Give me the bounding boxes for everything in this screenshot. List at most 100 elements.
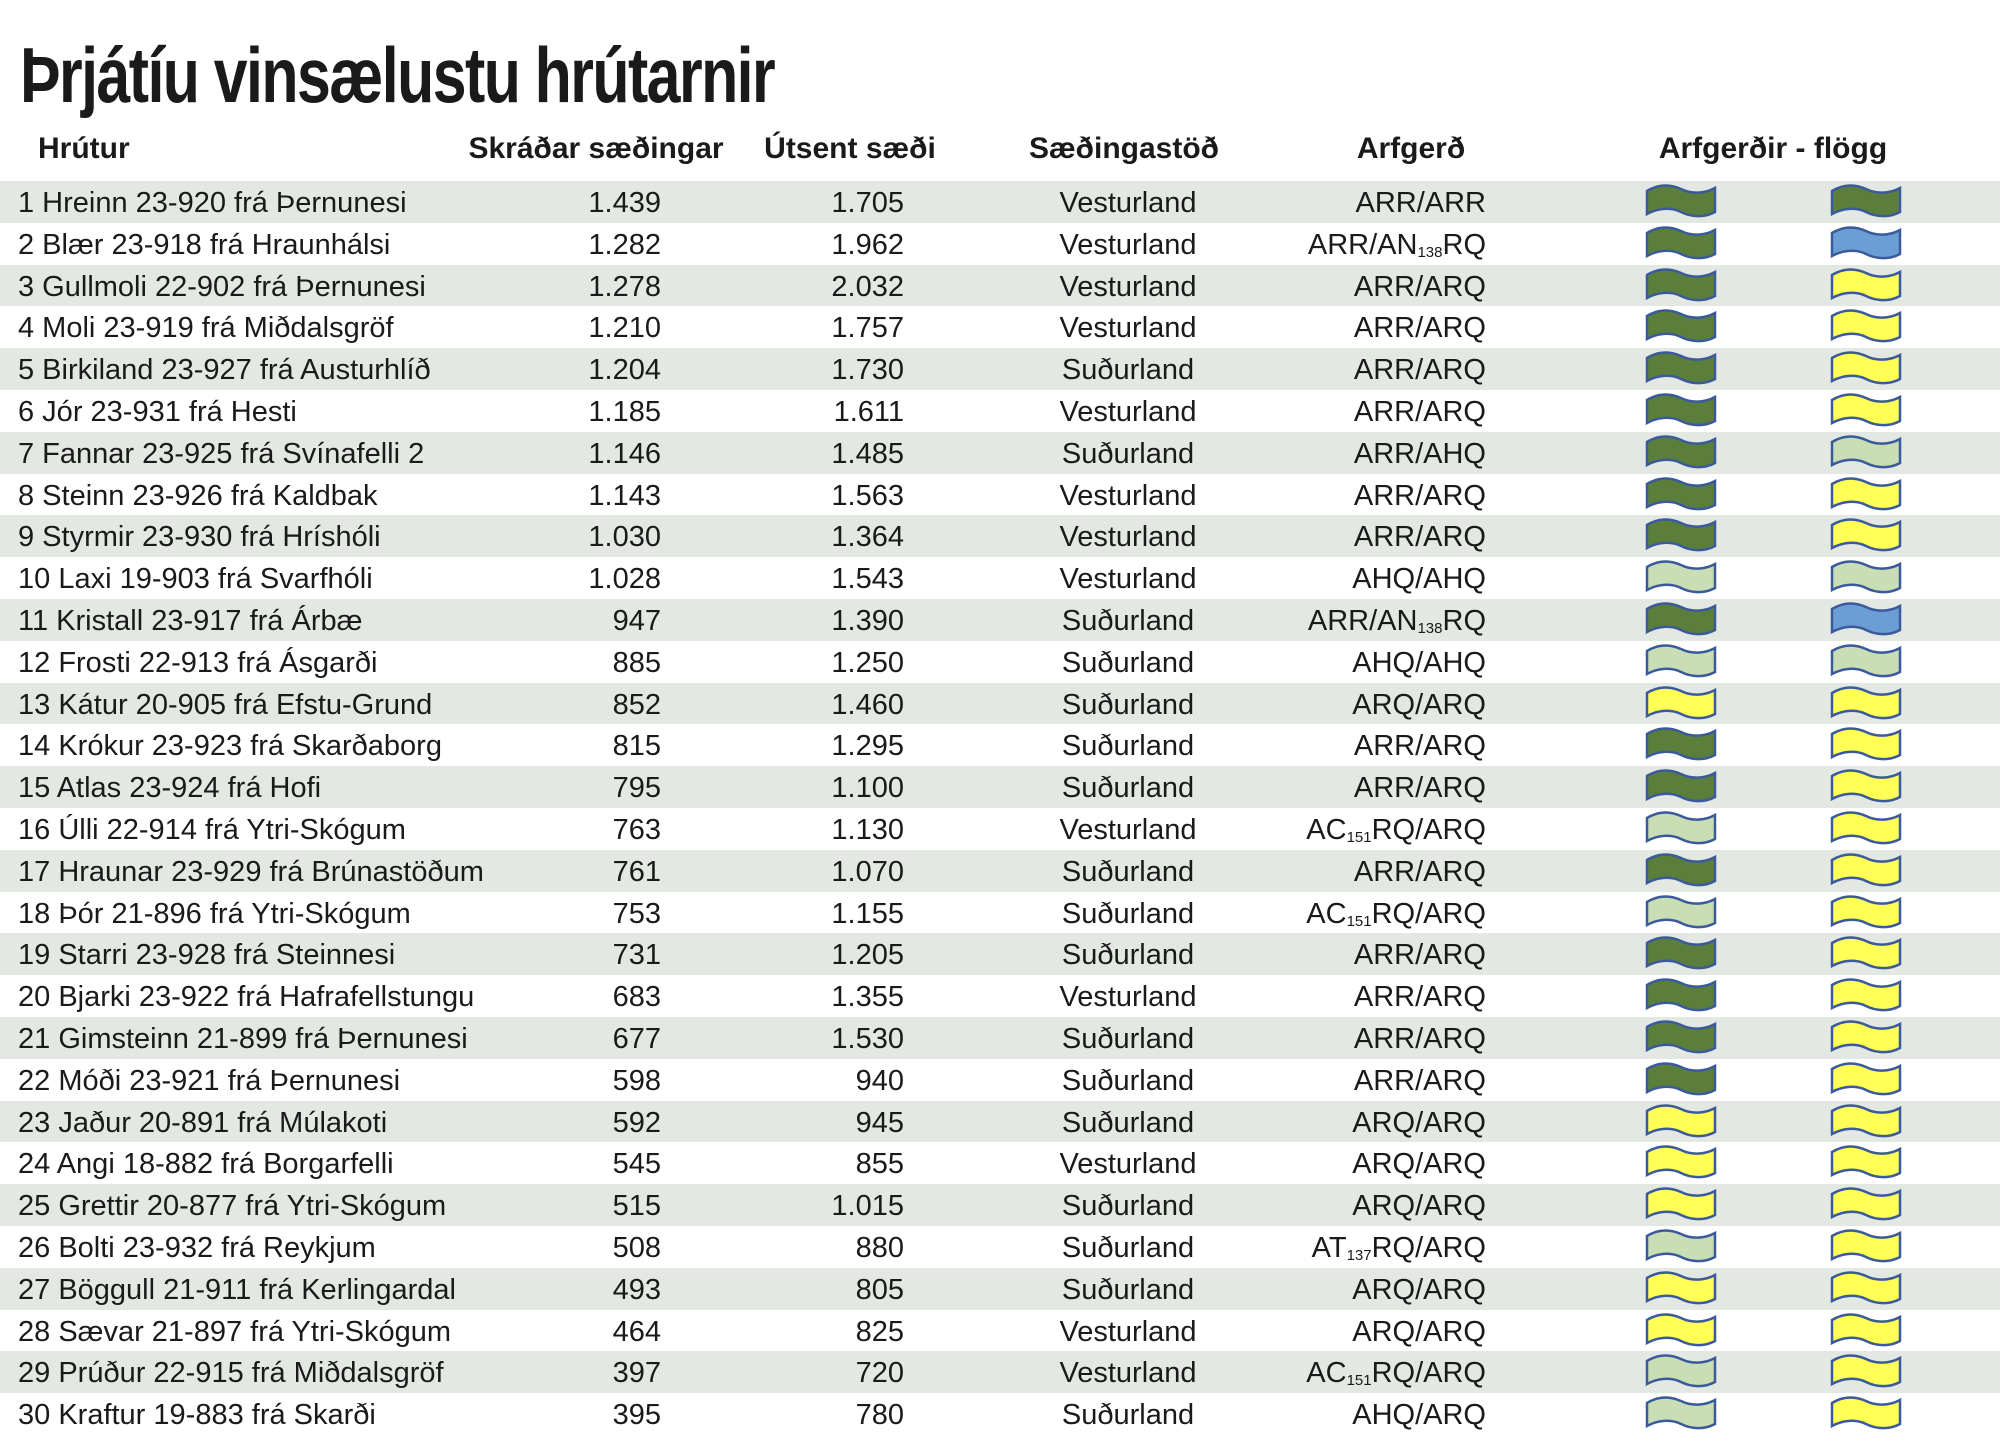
genotype-flag-icon-2 (1830, 894, 1902, 928)
genotype-flag-icon-1 (1645, 1020, 1717, 1054)
genotype-flag-icon-1 (1645, 685, 1717, 719)
station-name: Suðurland (1061, 1106, 1195, 1139)
ram-name: 4 Moli 23-919 frá Miðdalsgröf (18, 312, 394, 345)
table-row: 17 Hraunar 23-929 frá Brúnastöðum 761 1.07… (0, 849, 2000, 892)
sent-count: 1.205 (831, 939, 904, 972)
genotype-flag-icon-1 (1645, 853, 1717, 887)
genotype-flag-icon-1 (1645, 518, 1717, 552)
table-row: 21 Gimsteinn 21-899 frá Þernunesi 677 1.53… (0, 1017, 2000, 1059)
genotype-flag-icon-1 (1645, 226, 1717, 260)
genotype: ARR/ARQ (1353, 772, 1486, 805)
genotype-flag-icon-2 (1830, 978, 1902, 1012)
genotype-flag-icon-2 (1830, 309, 1902, 343)
ram-name: 18 Þór 21-896 frá Ytri-Skógum (18, 897, 411, 930)
genotype: ARR/AN138RQ (1307, 605, 1486, 637)
registered-count: 795 (612, 772, 661, 805)
table-row: 23 Jaður 20-891 frá Múlakoti 592 945 Suðurl… (0, 1100, 2000, 1143)
sent-count: 1.485 (831, 437, 904, 470)
table-row: 29 Prúður 22-915 frá Miðdalsgröf 397 720 Ve… (0, 1351, 2000, 1394)
genotype: ARR/ARQ (1353, 1023, 1486, 1055)
ram-name: 29 Prúður 22-915 frá Miðdalsgröf (18, 1357, 444, 1390)
sent-count: 1.962 (831, 228, 904, 261)
table-row: 7 Fannar 23-925 frá Svínafelli 2 1.146 1.4… (0, 431, 2000, 474)
genotype-flag-icon-1 (1645, 435, 1717, 469)
registered-count: 1.030 (588, 521, 661, 554)
genotype-flag-icon-2 (1830, 560, 1902, 594)
table-row: 9 Styrmir 23-930 frá Hríshóli 1.030 1.364 V… (0, 515, 2000, 558)
station-name: Vesturland (1059, 187, 1197, 219)
genotype: ARR/ARQ (1353, 521, 1486, 554)
ram-name: 20 Bjarki 23-922 frá Hafrafellstungu (18, 981, 475, 1014)
table-row: 19 Starri 23-928 frá Steinnesi 731 1.205 Su… (0, 933, 2000, 976)
genotype: AHQ/AHQ (1352, 646, 1486, 679)
registered-count: 1.143 (588, 479, 661, 512)
sent-count: 1.757 (831, 312, 904, 345)
ram-name: 12 Frosti 22-913 frá Ásgarði (18, 646, 378, 679)
genotype: ARR/AN138RQ (1307, 228, 1486, 261)
ram-name: 11 Kristall 23-917 frá Árbæ (18, 605, 363, 637)
registered-count: 1.439 (588, 187, 661, 219)
genotype-flag-icon-1 (1645, 727, 1717, 761)
ram-name: 19 Starri 23-928 frá Steinnesi (18, 939, 396, 972)
registered-count: 1.146 (588, 437, 661, 470)
header-ram: Hrútur (38, 132, 130, 165)
ram-name: 8 Steinn 23-926 frá Kaldbak (18, 479, 378, 512)
genotype-flag-icon-2 (1830, 351, 1902, 385)
table-row: 15 Atlas 23-924 frá Hofi 795 1.100 Suðurlan… (0, 766, 2000, 808)
registered-count: 598 (612, 1064, 661, 1097)
genotype: ARQ/ARQ (1352, 1315, 1486, 1348)
genotype-flag-icon-1 (1645, 1354, 1717, 1388)
sent-count: 880 (855, 1232, 904, 1264)
sent-count: 1.530 (831, 1023, 904, 1055)
station-name: Suðurland (1061, 897, 1195, 930)
station-name: Vesturland (1059, 312, 1197, 345)
ram-name: 13 Kátur 20-905 frá Efstu-Grund (18, 688, 433, 721)
station-name: Suðurland (1061, 1023, 1195, 1055)
station-name: Vesturland (1059, 228, 1197, 261)
table-row: 14 Krókur 23-923 frá Skarðaborg 815 1.295 S… (0, 724, 2000, 766)
sent-count: 1.015 (831, 1190, 904, 1223)
sent-count: 1.460 (831, 688, 904, 721)
genotype-flag-icon-2 (1830, 1103, 1902, 1137)
station-name: Suðurland (1061, 646, 1195, 679)
table-row: 8 Steinn 23-926 frá Kaldbak 1.143 1.563 Ves… (0, 474, 2000, 516)
genotype: ARR/ARQ (1353, 270, 1486, 303)
registered-count: 1.185 (588, 396, 661, 428)
registered-count: 1.210 (588, 312, 661, 345)
station-name: Suðurland (1061, 939, 1195, 972)
table-row: 2 Blær 23-918 frá Hraunhálsi 1.282 1.962 Ve… (0, 223, 2000, 265)
genotype-flag-icon-2 (1830, 1396, 1902, 1430)
registered-count: 763 (612, 814, 661, 846)
header-station: Sæðingastöð (1028, 132, 1220, 165)
registered-count: 683 (612, 981, 661, 1014)
genotype-flag-icon-1 (1645, 1145, 1717, 1179)
genotype: AHQ/ARQ (1352, 1399, 1486, 1432)
sent-count: 1.611 (833, 396, 904, 428)
station-name: Suðurland (1061, 1273, 1195, 1306)
registered-count: 753 (612, 897, 661, 930)
genotype-flag-icon-2 (1830, 727, 1902, 761)
genotype: ARR/ARQ (1353, 479, 1486, 512)
station-name: Suðurland (1061, 1064, 1195, 1097)
genotype-flag-icon-2 (1830, 1312, 1902, 1346)
ram-name: 22 Móði 23-921 frá Þernunesi (18, 1064, 401, 1097)
ram-name: 1 Hreinn 23-920 frá Þernunesi (18, 187, 407, 219)
station-name: Vesturland (1059, 396, 1197, 428)
genotype-flag-icon-2 (1830, 435, 1902, 469)
ram-name: 16 Úlli 22-914 frá Ytri-Skógum (18, 814, 406, 846)
ram-name: 9 Styrmir 23-930 frá Hríshóli (18, 521, 381, 554)
genotype-flag-icon-1 (1645, 184, 1717, 218)
registered-count: 395 (612, 1399, 661, 1432)
sent-count: 940 (855, 1064, 904, 1097)
genotype-flag-icon-2 (1830, 393, 1902, 427)
header-genotype: Arfgerð (1356, 132, 1466, 165)
genotype: ARQ/ARQ (1352, 688, 1486, 721)
table-row: 11 Kristall 23-917 frá Árbæ 947 1.390 Suður… (0, 599, 2000, 641)
genotype-flag-icon-1 (1645, 936, 1717, 970)
sent-count: 1.295 (831, 730, 904, 763)
genotype: AC151RQ/ARQ (1306, 1357, 1486, 1390)
genotype-flag-icon-1 (1645, 393, 1717, 427)
sent-count: 1.730 (831, 354, 904, 387)
table-row: 10 Laxi 19-903 frá Svarfhóli 1.028 1.543 Ve… (0, 557, 2000, 599)
genotype-flag-icon-2 (1830, 853, 1902, 887)
